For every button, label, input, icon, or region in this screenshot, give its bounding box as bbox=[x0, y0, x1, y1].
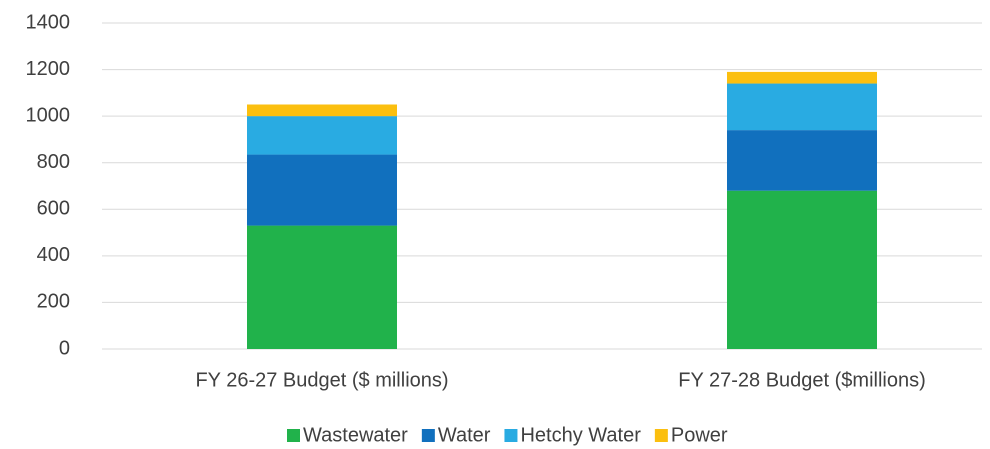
bar-segment bbox=[727, 83, 877, 131]
y-tick-label: 1200 bbox=[26, 58, 71, 80]
bar-segment bbox=[247, 154, 397, 226]
legend-swatch bbox=[421, 429, 435, 442]
bar-segment bbox=[247, 225, 397, 349]
bar-segment bbox=[727, 130, 877, 191]
legend-label: Hetchy Water bbox=[520, 424, 641, 446]
y-tick-label: 800 bbox=[37, 151, 70, 173]
x-tick-label: FY 26-27 Budget ($ millions) bbox=[195, 369, 448, 391]
legend-label: Power bbox=[671, 424, 728, 446]
y-tick-label: 400 bbox=[37, 244, 70, 266]
y-tick-label: 1000 bbox=[26, 104, 71, 126]
bar-segment bbox=[727, 190, 877, 349]
y-tick-label: 1400 bbox=[26, 11, 71, 33]
bar-segment bbox=[727, 71, 877, 84]
legend-label: Wastewater bbox=[303, 424, 408, 446]
y-tick-label: 600 bbox=[37, 198, 70, 220]
y-tick-label: 0 bbox=[59, 337, 70, 359]
legend-label: Water bbox=[438, 424, 491, 446]
bar-segment bbox=[247, 116, 397, 155]
legend-swatch bbox=[287, 429, 300, 442]
bar-segment bbox=[247, 104, 397, 117]
y-tick-label: 200 bbox=[37, 291, 70, 313]
legend-swatch bbox=[654, 429, 668, 442]
legend: Wastewater Water Hetchy Water Power bbox=[287, 424, 728, 446]
legend-swatch bbox=[504, 429, 518, 442]
x-tick-label: FY 27-28 Budget ($millions) bbox=[678, 369, 926, 391]
